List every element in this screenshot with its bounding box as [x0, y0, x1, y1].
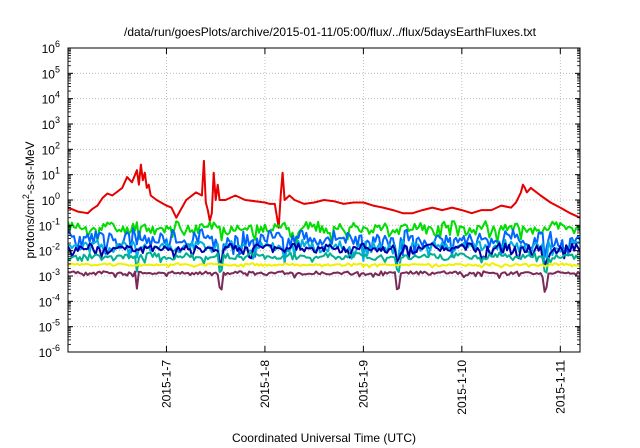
y-tick-base: 10 — [42, 194, 56, 208]
y-tick-exponent: 1 — [55, 166, 60, 176]
x-tick-label: 2015-1-9 — [356, 360, 370, 408]
x-tick-label: 2015-1-8 — [258, 360, 272, 408]
series-line — [68, 227, 580, 266]
x-axis-label: Coordinated Universal Time (UTC) — [232, 431, 416, 445]
y-tick-label: 10-3 — [39, 267, 60, 284]
y-axis-label: protons/cm2-s-sr-MeV — [21, 141, 37, 258]
y-tick-exponent: -5 — [52, 318, 60, 328]
y-tick-exponent: 3 — [55, 115, 60, 125]
y-axis: 10-610-510-410-310-210-11001011021031041… — [39, 39, 580, 360]
x-tick-label: 2015-1-11 — [553, 360, 567, 414]
series-line — [68, 262, 580, 269]
y-tick-base: 10 — [42, 42, 56, 56]
y-axis-label-sup: 2 — [21, 194, 31, 199]
y-tick-label: 10-4 — [39, 292, 60, 309]
y-tick-base: 10 — [39, 346, 53, 360]
y-tick-base: 10 — [42, 118, 56, 132]
y-tick-label: 10-5 — [39, 318, 60, 335]
y-tick-label: 10-2 — [39, 242, 60, 259]
chart-title: /data/run/goesPlots/archive/2015-01-11/0… — [124, 25, 537, 39]
y-tick-exponent: -6 — [52, 343, 60, 353]
series-line — [68, 220, 580, 246]
y-tick-label: 103 — [42, 115, 60, 132]
y-tick-base: 10 — [42, 93, 56, 107]
y-tick-exponent: 4 — [55, 90, 60, 100]
y-tick-exponent: -4 — [52, 292, 60, 302]
series-line — [68, 242, 580, 267]
y-tick-exponent: -3 — [52, 267, 60, 277]
y-tick-label: 102 — [42, 140, 60, 157]
y-tick-base: 10 — [39, 219, 53, 233]
y-tick-base: 10 — [42, 67, 56, 81]
y-tick-label: 105 — [42, 64, 60, 81]
y-axis-label-prefix: protons/cm — [23, 199, 37, 258]
y-tick-label: 106 — [42, 39, 60, 56]
series-line — [68, 270, 580, 293]
y-tick-label: 10-6 — [39, 343, 60, 360]
y-tick-label: 100 — [42, 191, 60, 208]
y-tick-base: 10 — [39, 245, 53, 259]
y-tick-exponent: 2 — [55, 140, 60, 150]
y-tick-base: 10 — [39, 295, 53, 309]
y-tick-base: 10 — [42, 169, 56, 183]
y-tick-label: 104 — [42, 90, 60, 107]
series-line — [68, 251, 580, 274]
y-tick-exponent: 5 — [55, 64, 60, 74]
y-tick-exponent: 6 — [55, 39, 60, 49]
series-line — [68, 159, 580, 229]
y-tick-exponent: 0 — [55, 191, 60, 201]
y-tick-base: 10 — [39, 270, 53, 284]
x-tick-label: 2015-1-10 — [455, 360, 469, 415]
y-axis-label-suffix: -s-sr-MeV — [23, 141, 37, 194]
y-tick-exponent: -1 — [52, 216, 60, 226]
x-axis: 2015-1-7 2015-1-8 2015-1-9 2015-1-10 2015-1-… — [159, 48, 567, 415]
y-tick-label: 10-1 — [39, 216, 60, 233]
series-layer — [68, 159, 580, 293]
y-tick-exponent: -2 — [52, 242, 60, 252]
y-tick-base: 10 — [42, 143, 56, 157]
y-tick-label: 101 — [42, 166, 60, 183]
y-tick-base: 10 — [39, 321, 53, 335]
x-tick-label: 2015-1-7 — [159, 360, 173, 408]
